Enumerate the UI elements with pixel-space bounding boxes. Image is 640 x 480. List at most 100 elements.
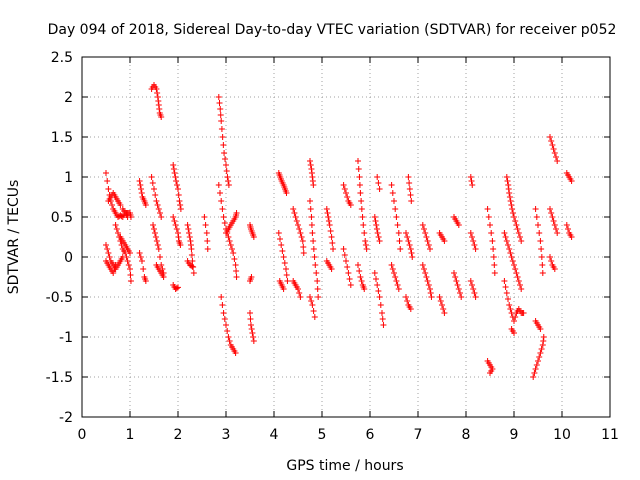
data-point bbox=[139, 258, 145, 264]
data-point bbox=[106, 254, 113, 260]
data-point bbox=[427, 286, 433, 292]
data-point bbox=[157, 210, 163, 216]
data-point bbox=[388, 262, 395, 268]
data-point bbox=[215, 94, 222, 100]
data-point bbox=[553, 154, 559, 160]
data-point bbox=[547, 206, 553, 212]
data-point bbox=[203, 230, 210, 236]
data-point bbox=[471, 290, 478, 296]
data-point bbox=[375, 288, 382, 294]
x-tick-label: 7 bbox=[414, 427, 423, 443]
data-point bbox=[489, 238, 496, 244]
data-point bbox=[520, 310, 527, 316]
data-point bbox=[488, 230, 495, 236]
x-axis-label: GPS time / hours bbox=[286, 458, 403, 474]
data-point bbox=[547, 134, 553, 140]
data-point bbox=[389, 190, 396, 196]
y-tick-label: 2.5 bbox=[51, 50, 73, 66]
data-point bbox=[379, 316, 386, 322]
data-point bbox=[127, 214, 134, 220]
data-point bbox=[157, 254, 163, 260]
data-point bbox=[312, 262, 319, 268]
data-points bbox=[103, 82, 575, 380]
data-point bbox=[501, 278, 508, 284]
data-point bbox=[565, 226, 571, 232]
x-tick-label: 0 bbox=[78, 427, 87, 443]
data-point bbox=[307, 198, 313, 204]
data-point bbox=[223, 162, 229, 168]
data-point bbox=[388, 182, 395, 188]
data-point bbox=[563, 222, 570, 228]
data-point bbox=[472, 246, 479, 252]
y-tick-label: -0.5 bbox=[46, 290, 73, 306]
data-point bbox=[403, 230, 409, 236]
data-point bbox=[427, 290, 434, 296]
data-point bbox=[154, 90, 161, 96]
x-tick-label: 5 bbox=[318, 427, 327, 443]
data-point bbox=[278, 242, 285, 248]
data-point bbox=[218, 198, 225, 204]
data-point bbox=[454, 282, 461, 288]
chart-title: Day 094 of 2018, Sidereal Day-to-day VTE… bbox=[48, 22, 617, 38]
data-point bbox=[408, 250, 415, 256]
data-point bbox=[311, 314, 318, 320]
data-point bbox=[455, 222, 462, 228]
data-point bbox=[407, 192, 414, 198]
data-point bbox=[225, 234, 232, 240]
data-point bbox=[392, 206, 399, 212]
data-point bbox=[405, 238, 412, 244]
data-point bbox=[127, 250, 133, 256]
data-point bbox=[505, 296, 511, 302]
x-tick-label: 2 bbox=[174, 427, 183, 443]
data-point bbox=[517, 234, 523, 240]
data-point bbox=[218, 294, 225, 300]
data-point bbox=[451, 270, 457, 276]
data-point bbox=[225, 334, 232, 340]
data-point bbox=[315, 294, 322, 300]
data-point bbox=[361, 286, 368, 292]
data-point bbox=[404, 234, 411, 240]
data-point bbox=[518, 238, 525, 244]
data-point bbox=[173, 285, 180, 292]
data-point bbox=[515, 278, 522, 284]
data-point bbox=[506, 190, 513, 196]
data-point bbox=[309, 230, 316, 236]
data-point bbox=[357, 274, 364, 280]
data-point bbox=[374, 282, 381, 288]
data-point bbox=[175, 186, 181, 192]
data-point bbox=[518, 286, 525, 292]
data-point bbox=[533, 214, 540, 220]
data-point bbox=[248, 326, 255, 332]
data-point bbox=[455, 286, 462, 292]
data-point bbox=[363, 246, 370, 252]
data-point bbox=[502, 284, 509, 290]
data-point bbox=[158, 114, 165, 120]
data-point bbox=[538, 254, 545, 260]
gridlines bbox=[82, 57, 610, 417]
data-point bbox=[568, 178, 575, 184]
data-point bbox=[394, 282, 401, 288]
data-point bbox=[204, 246, 211, 252]
data-point bbox=[472, 294, 479, 300]
data-point bbox=[423, 274, 430, 280]
data-point bbox=[250, 338, 257, 344]
data-point bbox=[297, 230, 304, 236]
data-point bbox=[175, 192, 182, 198]
data-point bbox=[537, 238, 544, 244]
data-point bbox=[532, 366, 539, 372]
data-point bbox=[375, 234, 382, 240]
data-point bbox=[503, 238, 510, 244]
data-point bbox=[404, 298, 411, 304]
data-point bbox=[419, 262, 426, 268]
x-tick-label: 10 bbox=[553, 427, 571, 443]
data-point bbox=[506, 246, 513, 252]
data-point bbox=[310, 182, 317, 188]
data-point bbox=[148, 174, 155, 180]
data-point bbox=[296, 226, 303, 232]
data-point bbox=[221, 150, 228, 156]
data-point bbox=[343, 190, 349, 196]
data-point bbox=[509, 206, 516, 212]
data-point bbox=[487, 370, 493, 376]
data-point bbox=[247, 310, 253, 316]
